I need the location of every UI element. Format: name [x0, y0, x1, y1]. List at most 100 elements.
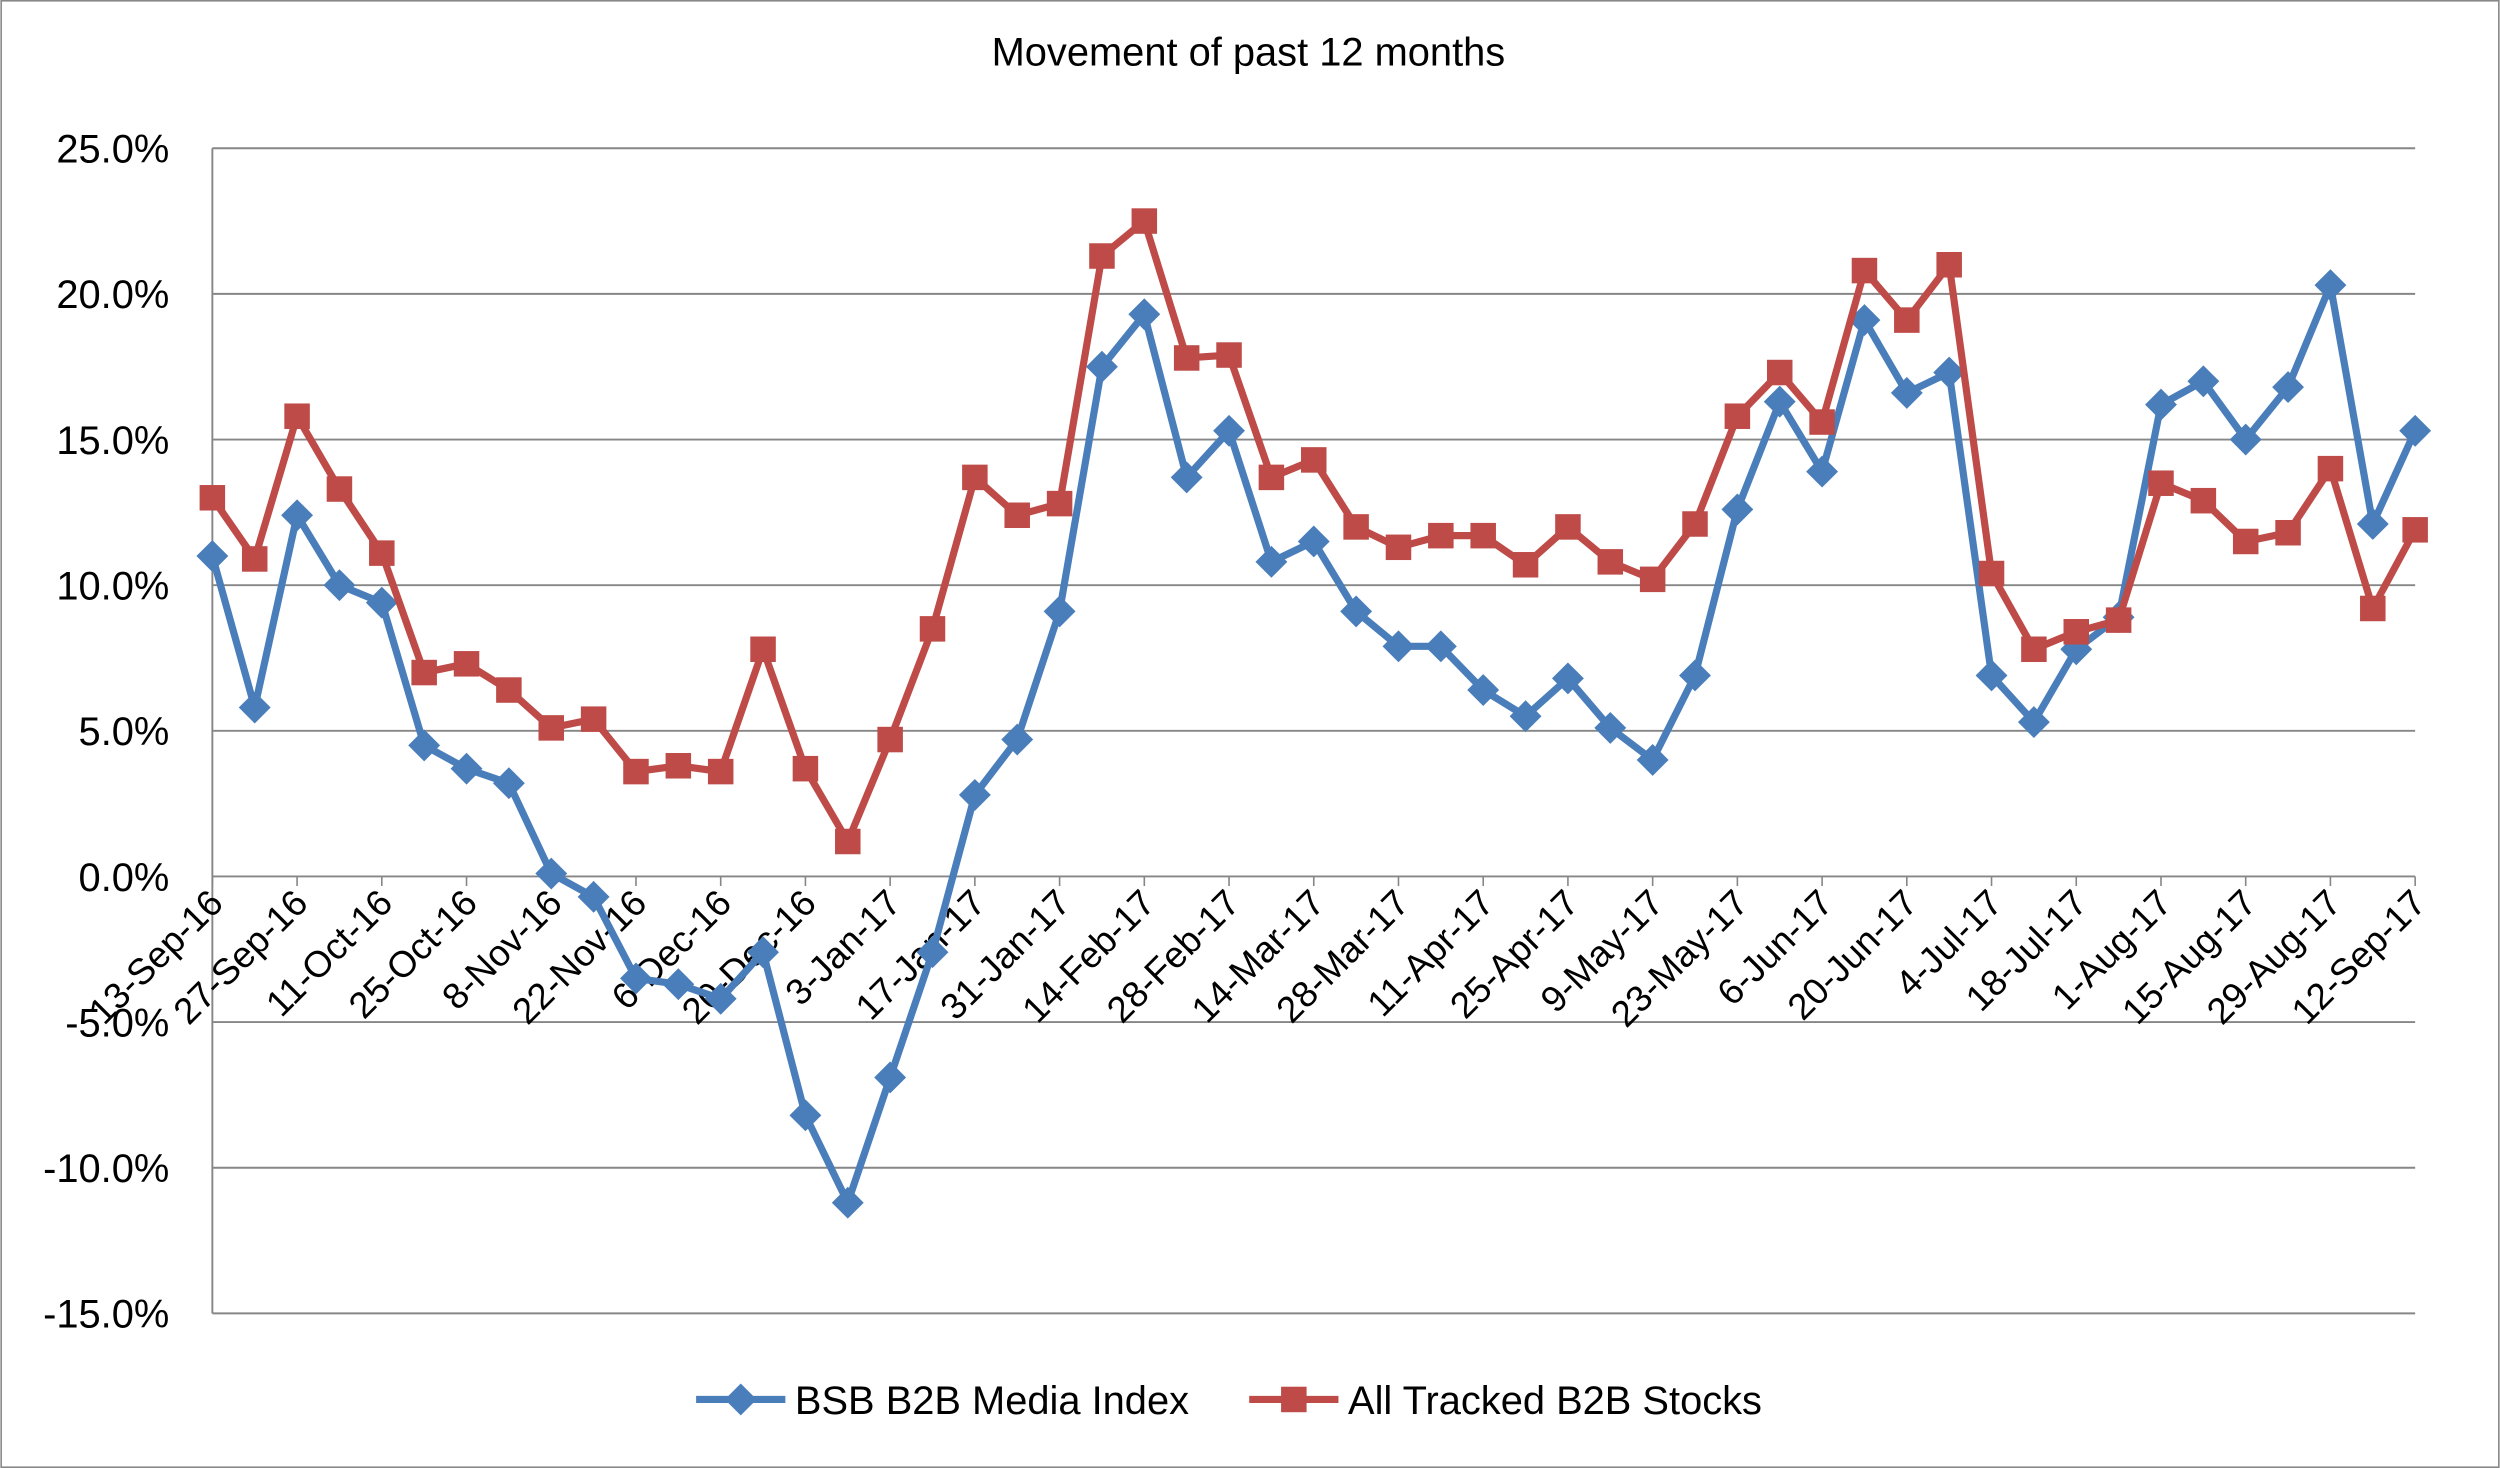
legend-label: All Tracked B2B Stocks	[1348, 1379, 1762, 1423]
marker	[1004, 502, 1030, 529]
marker	[2148, 470, 2174, 496]
marker	[958, 778, 991, 811]
y-tick-label: -5.0%	[65, 1001, 169, 1045]
marker	[1890, 376, 1923, 409]
marker	[1173, 345, 1200, 371]
marker	[2229, 423, 2262, 456]
marker	[831, 1186, 864, 1219]
marker	[1766, 359, 1793, 386]
marker	[1255, 545, 1288, 578]
marker	[665, 753, 692, 779]
marker	[1894, 307, 1920, 333]
marker	[369, 540, 395, 566]
marker	[1978, 560, 2005, 587]
marker	[2190, 487, 2217, 514]
marker	[2317, 455, 2344, 482]
y-tick-label: 15.0%	[56, 419, 169, 463]
y-tick-label: 10.0%	[56, 565, 169, 609]
marker	[750, 636, 776, 663]
marker	[1131, 208, 1158, 234]
marker	[1043, 595, 1076, 628]
marker	[2360, 595, 2386, 622]
marker	[962, 464, 988, 491]
marker	[453, 651, 480, 677]
marker	[281, 499, 314, 532]
marker	[1340, 595, 1373, 628]
y-tick-label: 0.0%	[79, 856, 170, 900]
marker	[789, 1099, 822, 1132]
marker	[1682, 511, 1708, 537]
marker	[365, 586, 398, 619]
marker	[323, 569, 356, 602]
y-tick-label: 25.0%	[56, 128, 169, 172]
marker	[916, 936, 949, 969]
marker	[580, 706, 607, 732]
marker	[1933, 356, 1966, 389]
marker	[496, 677, 522, 703]
marker	[411, 659, 437, 686]
marker	[492, 767, 525, 800]
marker	[1001, 723, 1034, 756]
chart-title: Movement of past 12 months	[992, 30, 1506, 74]
marker	[747, 936, 779, 969]
marker	[704, 982, 737, 1015]
marker	[919, 616, 946, 642]
marker	[707, 758, 734, 785]
marker	[577, 880, 610, 913]
marker	[662, 968, 695, 1001]
marker	[2017, 706, 2050, 739]
marker	[2187, 365, 2220, 398]
marker	[1382, 630, 1415, 663]
marker	[326, 476, 353, 502]
marker	[1216, 342, 1242, 368]
marker	[623, 758, 649, 785]
marker	[2232, 528, 2259, 555]
marker	[1551, 662, 1584, 695]
marker	[1512, 552, 1539, 578]
y-tick-label: -10.0%	[43, 1147, 169, 1191]
marker	[1555, 514, 1581, 540]
marker	[199, 485, 226, 511]
marker	[241, 546, 268, 572]
marker	[1636, 744, 1669, 776]
marker	[1679, 659, 1711, 692]
marker	[1128, 298, 1161, 331]
marker	[1281, 1386, 1307, 1413]
marker	[1597, 549, 1624, 575]
marker	[1301, 447, 1327, 473]
marker	[196, 540, 229, 572]
y-tick-label: 20.0%	[56, 273, 169, 317]
marker	[1428, 522, 1454, 549]
marker	[1721, 493, 1754, 526]
marker	[1213, 414, 1245, 447]
marker	[2272, 371, 2305, 404]
marker	[538, 715, 565, 741]
marker	[2063, 619, 2090, 645]
marker	[1046, 490, 1073, 517]
marker	[2314, 269, 2347, 302]
y-tick-label: 5.0%	[79, 710, 170, 754]
marker	[2021, 636, 2047, 663]
marker	[724, 1383, 757, 1416]
marker	[1424, 630, 1457, 663]
y-tick-label: -15.0%	[43, 1293, 169, 1337]
marker	[1724, 403, 1751, 429]
marker	[2105, 607, 2132, 633]
marker	[1089, 243, 1115, 269]
marker	[535, 857, 568, 890]
marker	[1258, 464, 1285, 491]
marker	[1343, 514, 1369, 540]
marker	[1936, 251, 1962, 278]
legend-label: BSB B2B Media Index	[795, 1379, 1189, 1423]
marker	[1509, 700, 1542, 733]
marker	[1809, 409, 1835, 435]
marker	[1975, 659, 2008, 692]
marker	[408, 729, 441, 762]
marker	[1470, 522, 1496, 549]
marker	[792, 755, 819, 782]
marker	[1639, 566, 1666, 593]
marker	[1170, 461, 1203, 494]
marker	[1806, 455, 1839, 488]
